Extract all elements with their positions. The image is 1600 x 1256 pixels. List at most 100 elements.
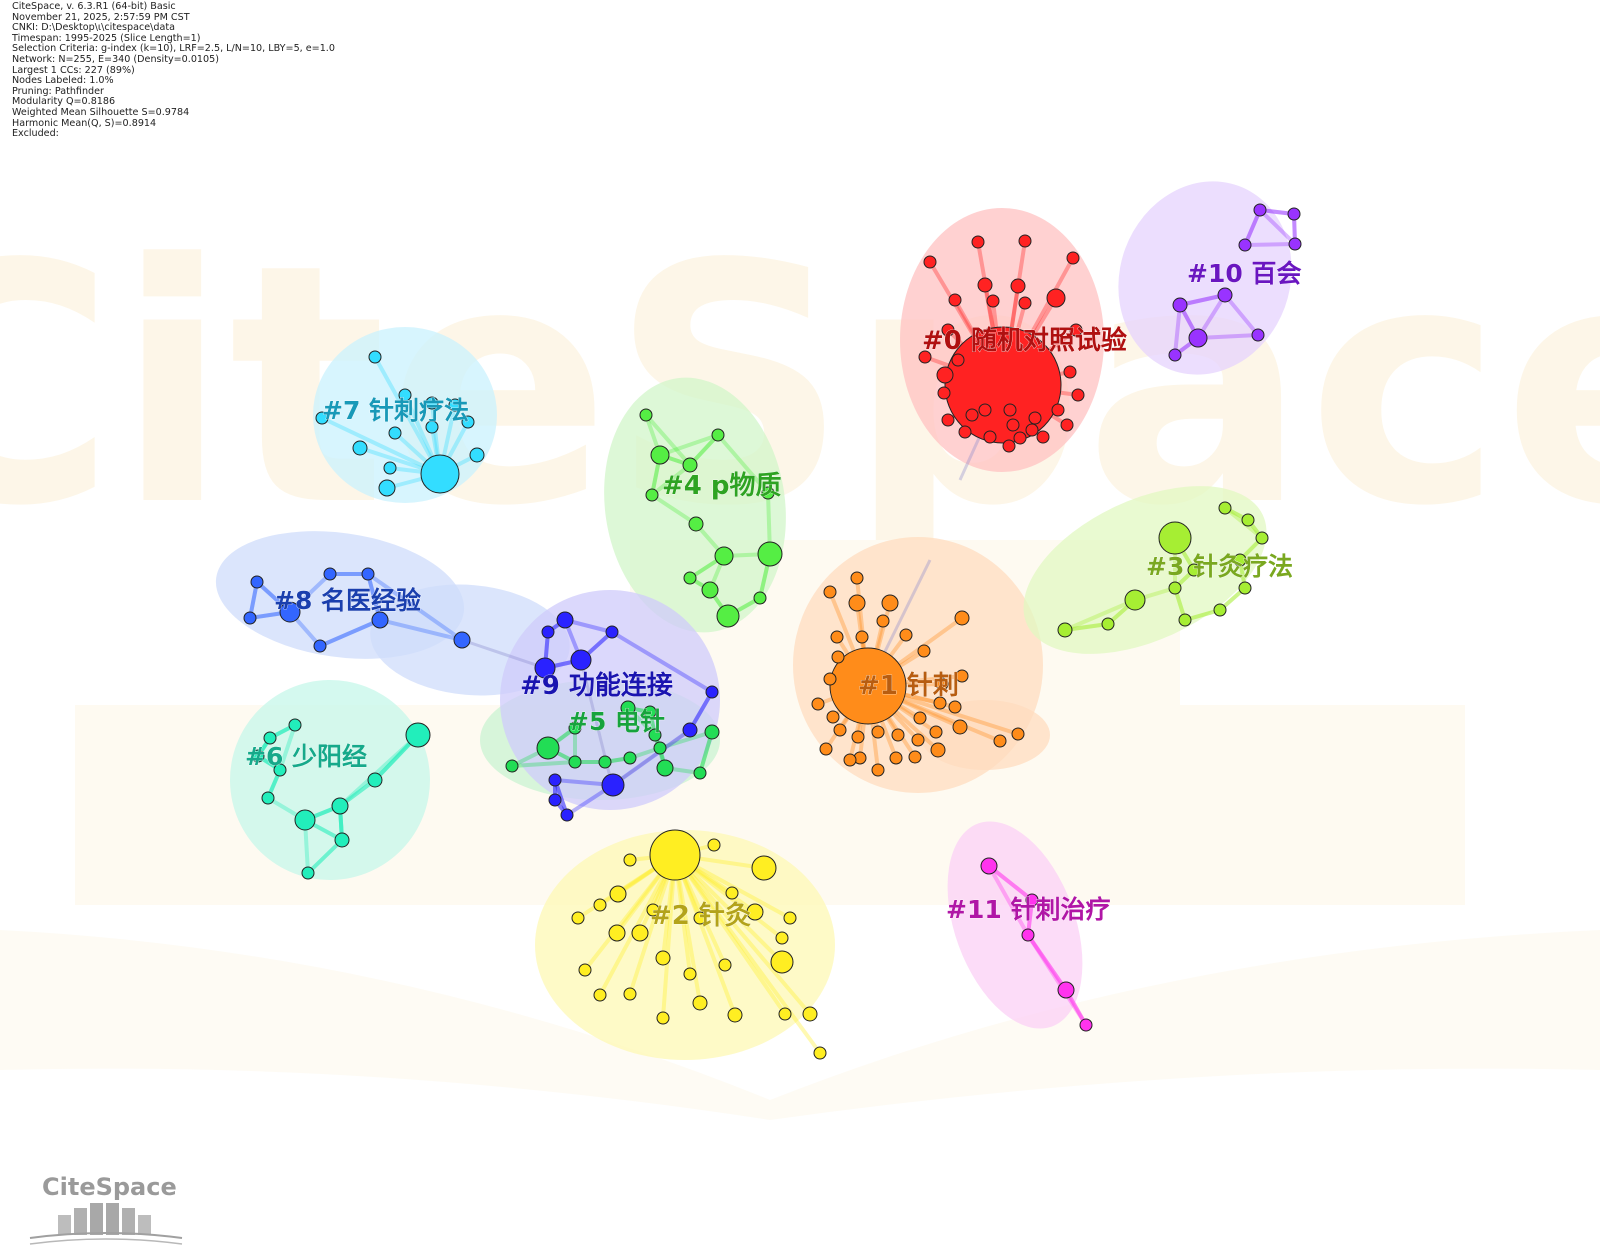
keyword-node[interactable] [683, 967, 697, 981]
keyword-node[interactable] [571, 911, 585, 925]
keyword-node[interactable] [650, 445, 670, 465]
keyword-node[interactable] [716, 604, 740, 628]
keyword-node[interactable] [294, 809, 316, 831]
keyword-node[interactable] [971, 235, 985, 249]
keyword-node[interactable] [891, 728, 905, 742]
keyword-node[interactable] [534, 657, 556, 679]
keyword-node[interactable] [1060, 418, 1074, 432]
keyword-node[interactable] [656, 1011, 670, 1025]
keyword-node[interactable] [578, 963, 592, 977]
keyword-node[interactable] [273, 763, 287, 777]
keyword-node[interactable] [313, 639, 327, 653]
keyword-node[interactable] [911, 733, 925, 747]
keyword-node[interactable] [783, 911, 797, 925]
keyword-node[interactable] [1002, 439, 1016, 453]
keyword-node[interactable] [688, 516, 704, 532]
keyword-node[interactable] [643, 705, 657, 719]
keyword-node[interactable] [829, 647, 907, 725]
keyword-node[interactable] [560, 808, 574, 822]
keyword-node[interactable] [620, 700, 636, 716]
keyword-node[interactable] [1213, 603, 1227, 617]
keyword-node[interactable] [536, 736, 560, 760]
keyword-node[interactable] [648, 728, 662, 742]
keyword-node[interactable] [609, 885, 627, 903]
keyword-node[interactable] [1288, 237, 1302, 251]
keyword-node[interactable] [1025, 893, 1039, 907]
keyword-node[interactable] [315, 411, 329, 425]
keyword-node[interactable] [649, 829, 701, 881]
keyword-node[interactable] [682, 457, 698, 473]
keyword-node[interactable] [978, 403, 992, 417]
keyword-node[interactable] [692, 995, 708, 1011]
keyword-node[interactable] [1057, 981, 1075, 999]
keyword-node[interactable] [425, 396, 439, 410]
keyword-node[interactable] [1051, 403, 1065, 417]
keyword-node[interactable] [1172, 297, 1188, 313]
keyword-node[interactable] [598, 755, 612, 769]
keyword-node[interactable] [1071, 388, 1085, 402]
cluster-nodes[interactable] [243, 203, 1302, 1060]
keyword-node[interactable] [1218, 501, 1232, 515]
keyword-node[interactable] [778, 1007, 792, 1021]
keyword-node[interactable] [568, 721, 582, 735]
keyword-node[interactable] [623, 987, 637, 1001]
keyword-node[interactable] [830, 630, 844, 644]
keyword-node[interactable] [889, 751, 903, 765]
keyword-node[interactable] [398, 388, 412, 402]
keyword-node[interactable] [623, 751, 637, 765]
keyword-node[interactable] [918, 350, 932, 364]
keyword-node[interactable] [608, 924, 626, 942]
keyword-node[interactable] [871, 763, 885, 777]
keyword-node[interactable] [1168, 581, 1182, 595]
keyword-node[interactable] [707, 838, 721, 852]
keyword-node[interactable] [378, 479, 396, 497]
keyword-node[interactable] [1066, 251, 1080, 265]
keyword-node[interactable] [1010, 278, 1026, 294]
keyword-node[interactable] [913, 711, 927, 725]
keyword-node[interactable] [334, 832, 350, 848]
cluster-label-0[interactable]: #0 随机对照试验 [922, 325, 1128, 357]
keyword-node[interactable] [935, 677, 949, 691]
keyword-node[interactable] [1124, 589, 1146, 611]
keyword-node[interactable] [1057, 622, 1073, 638]
keyword-node[interactable] [993, 734, 1007, 748]
keyword-node[interactable] [823, 585, 837, 599]
keyword-node[interactable] [425, 420, 439, 434]
keyword-node[interactable] [958, 425, 972, 439]
keyword-node[interactable] [383, 461, 397, 475]
keyword-node[interactable] [819, 742, 833, 756]
keyword-node[interactable] [1018, 234, 1032, 248]
keyword-node[interactable] [1241, 513, 1255, 527]
keyword-node[interactable] [593, 898, 607, 912]
keyword-node[interactable] [936, 366, 954, 384]
keyword-node[interactable] [811, 697, 825, 711]
keyword-node[interactable] [954, 610, 970, 626]
keyword-node[interactable] [301, 866, 315, 880]
keyword-node[interactable] [279, 601, 301, 623]
keyword-node[interactable] [727, 1007, 743, 1023]
keyword-node[interactable] [948, 700, 962, 714]
keyword-node[interactable] [1187, 563, 1201, 577]
keyword-node[interactable] [568, 755, 582, 769]
keyword-node[interactable] [405, 722, 431, 748]
keyword-node[interactable] [1253, 203, 1267, 217]
keyword-node[interactable] [952, 719, 968, 735]
keyword-node[interactable] [802, 1006, 818, 1022]
keyword-node[interactable] [251, 749, 265, 763]
keyword-node[interactable] [1036, 430, 1050, 444]
keyword-node[interactable] [1025, 423, 1039, 437]
keyword-node[interactable] [505, 759, 519, 773]
keyword-node[interactable] [1158, 521, 1192, 555]
cluster-label-6[interactable]: #6 少阳经 [245, 742, 368, 772]
keyword-node[interactable] [646, 903, 660, 917]
keyword-node[interactable] [983, 430, 997, 444]
keyword-node[interactable] [923, 255, 937, 269]
keyword-node[interactable] [548, 773, 562, 787]
cluster-label-10[interactable]: #10 百会 [1187, 259, 1302, 289]
keyword-node[interactable] [682, 722, 698, 738]
keyword-node[interactable] [701, 581, 719, 599]
keyword-node[interactable] [937, 386, 951, 400]
keyword-node[interactable] [556, 611, 574, 629]
keyword-node[interactable] [843, 753, 857, 767]
keyword-node[interactable] [933, 696, 947, 710]
